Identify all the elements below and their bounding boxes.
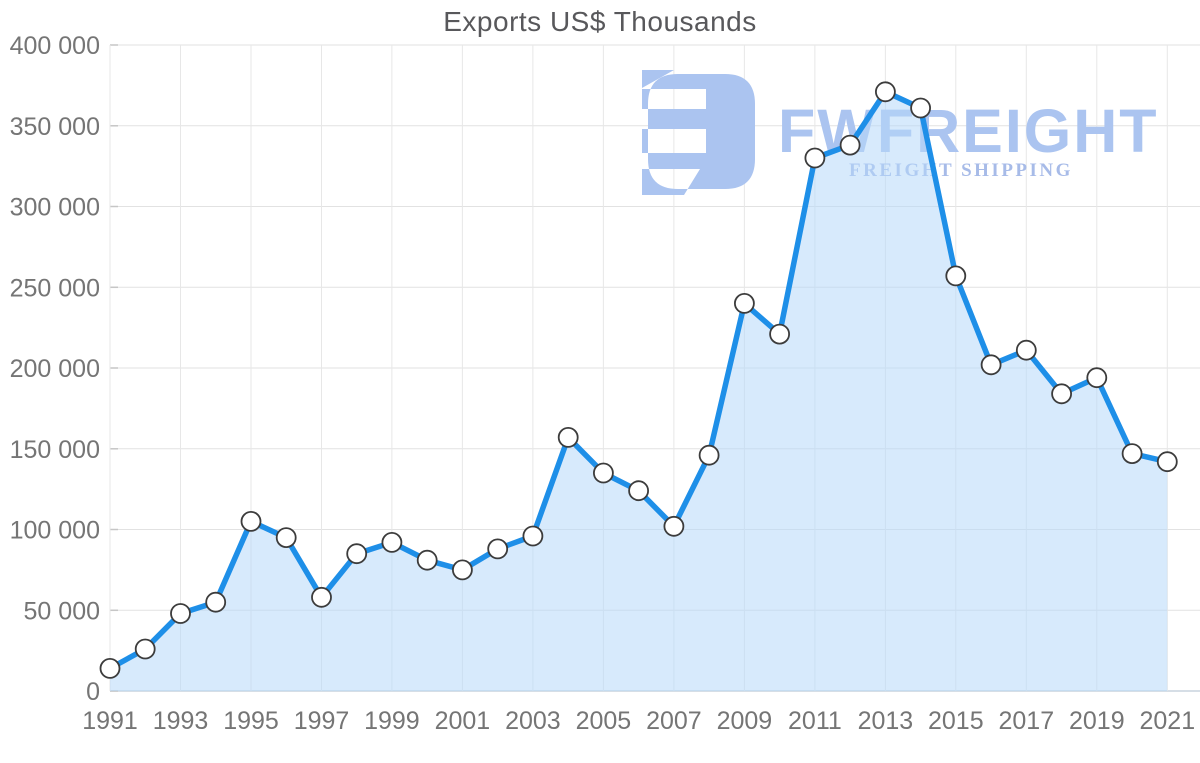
y-axis-label: 350 000 — [10, 113, 100, 141]
data-point-2007[interactable] — [663, 515, 685, 537]
x-axis-label: 1991 — [82, 707, 138, 735]
data-point-2020[interactable] — [1121, 443, 1143, 465]
data-point-2002[interactable] — [487, 538, 509, 560]
data-point-2005[interactable] — [593, 462, 614, 484]
y-axis-label: 400 000 — [10, 32, 100, 60]
data-point-2010[interactable] — [769, 323, 790, 345]
data-point-2003[interactable] — [522, 525, 544, 547]
data-point-1993[interactable] — [170, 603, 191, 624]
data-point-2012[interactable] — [839, 134, 861, 156]
data-point-2018[interactable] — [1051, 383, 1072, 405]
y-axis-label: 50 000 — [24, 597, 100, 625]
data-point-2009[interactable] — [734, 292, 755, 314]
data-point-2019[interactable] — [1086, 367, 1108, 389]
data-point-1991[interactable] — [99, 658, 121, 679]
y-axis-label: 0 — [86, 678, 100, 706]
y-axis-label: 300 000 — [10, 194, 100, 222]
x-axis-label: 2013 — [858, 707, 914, 735]
fwfreight-logo-icon — [642, 70, 755, 195]
y-axis-label: 250 000 — [10, 274, 100, 302]
x-axis-label: 2017 — [998, 707, 1054, 735]
x-axis-label: 2005 — [576, 707, 632, 735]
data-point-1999[interactable] — [381, 532, 403, 553]
x-axis-label: 2009 — [717, 707, 773, 735]
data-point-1998[interactable] — [346, 543, 368, 565]
x-axis-label: 1993 — [153, 707, 209, 735]
data-point-2011[interactable] — [804, 147, 826, 169]
data-point-2014[interactable] — [910, 97, 931, 119]
data-point-2013[interactable] — [875, 81, 896, 103]
data-point-2006[interactable] — [628, 480, 649, 502]
y-axis-label: 150 000 — [10, 436, 100, 464]
x-axis-label: 2001 — [435, 707, 491, 735]
y-axis-label: 100 000 — [10, 517, 100, 545]
data-point-2021[interactable] — [1156, 451, 1178, 473]
data-point-1994[interactable] — [205, 591, 227, 613]
data-point-2000[interactable] — [416, 549, 438, 571]
x-axis-label: 2011 — [788, 707, 842, 735]
data-point-1996[interactable] — [275, 527, 297, 548]
data-point-2015[interactable] — [945, 265, 967, 287]
x-axis-label: 1995 — [223, 707, 279, 735]
x-axis-label: 2015 — [928, 707, 984, 735]
data-point-2008[interactable] — [698, 444, 720, 466]
x-axis-label: 2021 — [1139, 707, 1195, 735]
data-point-2004[interactable] — [557, 426, 579, 448]
x-axis-label: 2019 — [1069, 707, 1125, 735]
x-axis-label: 1997 — [294, 707, 350, 735]
series-layer — [99, 81, 1178, 692]
chart-title: Exports US$ Thousands — [443, 6, 757, 37]
axis-labels: 0 50 000 100 000 150 000 200 000 250 000 300 0… — [10, 32, 1195, 735]
area-fill — [110, 91, 1168, 692]
y-axis-label: 200 000 — [10, 355, 100, 383]
data-point-2017[interactable] — [1015, 339, 1037, 361]
data-point-2016[interactable] — [980, 354, 1002, 376]
data-point-1995[interactable] — [240, 511, 262, 532]
data-point-1997[interactable] — [311, 586, 332, 608]
x-axis-label: 1999 — [364, 707, 420, 735]
x-axis-label: 2007 — [646, 707, 702, 735]
data-point-2001[interactable] — [451, 559, 473, 581]
x-axis-label: 2003 — [505, 707, 561, 735]
data-point-1992[interactable] — [134, 638, 156, 660]
